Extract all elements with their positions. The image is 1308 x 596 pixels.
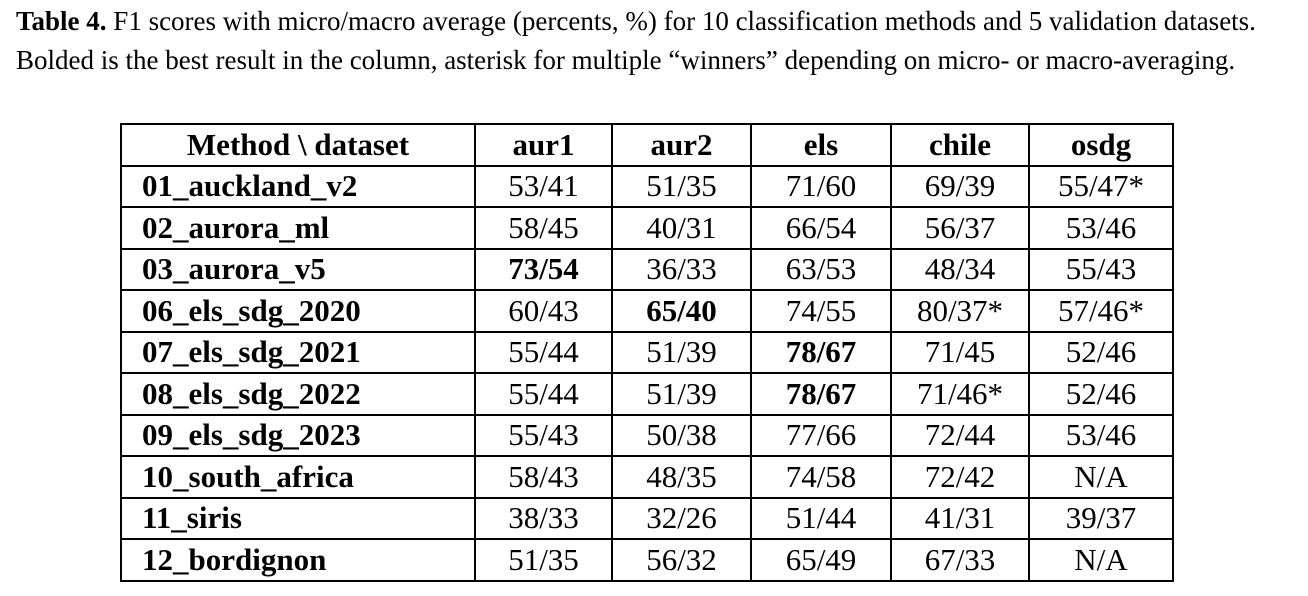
score-cell-aur1: 58/45 xyxy=(474,206,613,250)
score-cell-osdg: 55/43 xyxy=(1028,247,1174,291)
score-cell-els: 63/53 xyxy=(750,247,892,291)
score-cell-osdg: 52/46 xyxy=(1028,372,1174,416)
score-cell-chile: 48/34 xyxy=(890,247,1030,291)
score-cell-aur1: 58/43 xyxy=(474,455,613,499)
score-cell-els: 65/49 xyxy=(750,538,892,582)
header-chile: chile xyxy=(890,123,1030,167)
score-cell-aur1: 53/41 xyxy=(474,164,613,208)
method-name-cell: 02_aurora_ml xyxy=(120,206,476,250)
score-cell-osdg: 53/46 xyxy=(1028,206,1174,250)
score-cell-osdg: N/A xyxy=(1028,455,1174,499)
score-cell-aur1: 60/43 xyxy=(474,289,613,333)
header-els: els xyxy=(750,123,892,167)
score-cell-osdg: 52/46 xyxy=(1028,330,1174,374)
table-row: 09_els_sdg_2023 55/43 50/38 77/66 72/44 53/46 xyxy=(120,413,1174,457)
score-cell-chile: 71/45 xyxy=(890,330,1030,374)
method-name-cell: 06_els_sdg_2020 xyxy=(120,289,476,333)
score-cell-osdg: 57/46* xyxy=(1028,289,1174,333)
score-cell-aur2: 56/32 xyxy=(611,538,752,582)
score-cell-aur2: 36/33 xyxy=(611,247,752,291)
score-cell-chile: 71/46* xyxy=(890,372,1030,416)
score-cell-els: 66/54 xyxy=(750,206,892,250)
score-cell-osdg: N/A xyxy=(1028,538,1174,582)
score-cell-els: 51/44 xyxy=(750,496,892,540)
score-cell-els: 71/60 xyxy=(750,164,892,208)
score-cell-aur1: 38/33 xyxy=(474,496,613,540)
score-cell-aur2: 51/39 xyxy=(611,330,752,374)
score-cell-els: 78/67 xyxy=(750,372,892,416)
score-cell-els: 78/67 xyxy=(750,330,892,374)
table-row: 10_south_africa 58/43 48/35 74/58 72/42 N/A xyxy=(120,455,1174,499)
header-osdg: osdg xyxy=(1028,123,1174,167)
score-cell-osdg: 53/46 xyxy=(1028,413,1174,457)
score-cell-aur1: 51/35 xyxy=(474,538,613,582)
method-name-cell: 01_auckland_v2 xyxy=(120,164,476,208)
caption-label: Table 4. xyxy=(16,6,107,36)
score-cell-aur2: 51/35 xyxy=(611,164,752,208)
table-row: 12_bordignon 51/35 56/32 65/49 67/33 N/A xyxy=(120,538,1174,582)
score-cell-chile: 56/37 xyxy=(890,206,1030,250)
table-row: 08_els_sdg_2022 55/44 51/39 78/67 71/46* 52/4… xyxy=(120,372,1174,416)
score-cell-aur1: 55/43 xyxy=(474,413,613,457)
score-cell-els: 74/58 xyxy=(750,455,892,499)
score-cell-aur1: 73/54 xyxy=(474,247,613,291)
score-cell-osdg: 39/37 xyxy=(1028,496,1174,540)
header-method-dataset: Method \ dataset xyxy=(120,123,476,167)
method-name-cell: 09_els_sdg_2023 xyxy=(120,413,476,457)
score-cell-chile: 41/31 xyxy=(890,496,1030,540)
score-cell-aur2: 48/35 xyxy=(611,455,752,499)
table-row: 06_els_sdg_2020 60/43 65/40 74/55 80/37* 57/4… xyxy=(120,289,1174,333)
score-cell-chile: 72/44 xyxy=(890,413,1030,457)
score-cell-els: 77/66 xyxy=(750,413,892,457)
score-cell-aur2: 32/26 xyxy=(611,496,752,540)
method-name-cell: 03_aurora_v5 xyxy=(120,247,476,291)
score-cell-aur2: 40/31 xyxy=(611,206,752,250)
header-aur2: aur2 xyxy=(611,123,752,167)
score-cell-aur2: 65/40 xyxy=(611,289,752,333)
method-name-cell: 12_bordignon xyxy=(120,538,476,582)
score-cell-osdg: 55/47* xyxy=(1028,164,1174,208)
score-cell-aur2: 51/39 xyxy=(611,372,752,416)
method-name-cell: 11_siris xyxy=(120,496,476,540)
header-aur1: aur1 xyxy=(474,123,613,167)
table-row: 11_siris 38/33 32/26 51/44 41/31 39/37 xyxy=(120,496,1174,540)
table-row: 02_aurora_ml 58/45 40/31 66/54 56/37 53/46 xyxy=(120,206,1174,250)
score-cell-els: 74/55 xyxy=(750,289,892,333)
f1-scores-table: Method \ dataset aur1 aur2 els chile osd… xyxy=(120,123,1174,582)
score-cell-chile: 67/33 xyxy=(890,538,1030,582)
method-name-cell: 08_els_sdg_2022 xyxy=(120,372,476,416)
score-cell-aur2: 50/38 xyxy=(611,413,752,457)
score-cell-chile: 80/37* xyxy=(890,289,1030,333)
method-name-cell: 10_south_africa xyxy=(120,455,476,499)
score-cell-aur1: 55/44 xyxy=(474,372,613,416)
table-caption: Table 4. F1 scores with micro/macro aver… xyxy=(16,2,1301,80)
score-cell-aur1: 55/44 xyxy=(474,330,613,374)
score-cell-chile: 69/39 xyxy=(890,164,1030,208)
table-row: 07_els_sdg_2021 55/44 51/39 78/67 71/45 52/46 xyxy=(120,330,1174,374)
table-body: 01_auckland_v2 53/41 51/35 71/60 69/39 55/47*… xyxy=(120,164,1174,582)
method-name-cell: 07_els_sdg_2021 xyxy=(120,330,476,374)
score-cell-chile: 72/42 xyxy=(890,455,1030,499)
table-row: 01_auckland_v2 53/41 51/35 71/60 69/39 55/47* xyxy=(120,164,1174,208)
caption-text: F1 scores with micro/macro average (perc… xyxy=(16,6,1256,75)
table-row: 03_aurora_v5 73/54 36/33 63/53 48/34 55/43 xyxy=(120,247,1174,291)
table-header-row: Method \ dataset aur1 aur2 els chile osd… xyxy=(120,123,1174,167)
